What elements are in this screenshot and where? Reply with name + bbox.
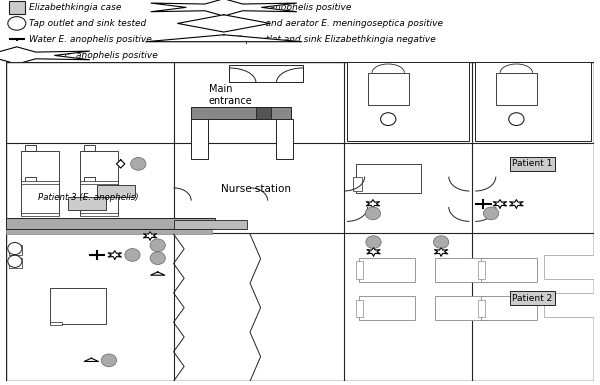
- Bar: [50, 288, 106, 324]
- Text: Water and aerator E. meningoseptica positive: Water and aerator E. meningoseptica posi…: [236, 19, 443, 28]
- Bar: [478, 261, 485, 279]
- Bar: [9, 258, 22, 268]
- Bar: [481, 258, 537, 282]
- Bar: [79, 213, 118, 216]
- Text: Patient 3 (E. anophelis): Patient 3 (E. anophelis): [38, 193, 139, 202]
- Ellipse shape: [150, 239, 166, 252]
- Text: Aerator E. anophelis positive: Aerator E. anophelis positive: [29, 51, 158, 60]
- Polygon shape: [366, 200, 380, 208]
- Bar: [21, 151, 59, 183]
- Text: Nurse station: Nurse station: [221, 184, 291, 194]
- Polygon shape: [84, 358, 98, 362]
- Bar: [84, 145, 95, 151]
- Bar: [277, 119, 293, 159]
- Bar: [79, 151, 118, 183]
- Bar: [97, 185, 136, 198]
- Bar: [359, 258, 415, 282]
- Bar: [191, 119, 208, 159]
- Bar: [6, 218, 215, 229]
- Text: Water E. anophelis positive: Water E. anophelis positive: [29, 35, 152, 44]
- Bar: [68, 198, 106, 210]
- Polygon shape: [178, 15, 270, 32]
- Ellipse shape: [101, 354, 116, 367]
- Text: Sink E. anophelis positive: Sink E. anophelis positive: [236, 3, 351, 12]
- Text: Main
entrance: Main entrance: [209, 84, 253, 106]
- Polygon shape: [146, 35, 302, 42]
- Bar: [173, 221, 247, 229]
- Bar: [544, 255, 600, 279]
- Bar: [21, 213, 59, 216]
- Bar: [9, 245, 22, 255]
- Ellipse shape: [366, 236, 381, 249]
- Ellipse shape: [509, 113, 524, 126]
- Ellipse shape: [8, 255, 22, 268]
- Ellipse shape: [125, 249, 140, 261]
- Bar: [79, 183, 118, 215]
- Bar: [256, 107, 271, 119]
- Bar: [9, 1, 25, 13]
- Bar: [356, 164, 421, 192]
- Bar: [478, 300, 485, 317]
- Bar: [229, 65, 303, 82]
- Bar: [84, 177, 95, 183]
- Ellipse shape: [8, 243, 22, 254]
- Text: Elizabethkingia case: Elizabethkingia case: [29, 3, 121, 12]
- Polygon shape: [116, 160, 125, 168]
- Text: Patient 2: Patient 2: [512, 294, 553, 303]
- Bar: [6, 218, 215, 229]
- Bar: [25, 177, 36, 183]
- Polygon shape: [434, 248, 448, 256]
- Bar: [359, 296, 415, 320]
- Ellipse shape: [365, 207, 380, 220]
- Text: Tap outlet and sink tested: Tap outlet and sink tested: [29, 19, 146, 28]
- Bar: [21, 183, 59, 215]
- Bar: [79, 181, 118, 184]
- Text: Tap outlet and sink Elizabethkingia negative: Tap outlet and sink Elizabethkingia nega…: [236, 35, 436, 44]
- Polygon shape: [108, 251, 121, 259]
- Ellipse shape: [433, 236, 449, 249]
- Polygon shape: [510, 200, 523, 208]
- Ellipse shape: [484, 207, 499, 220]
- Bar: [353, 177, 362, 191]
- Bar: [50, 322, 62, 325]
- Bar: [356, 261, 363, 279]
- Bar: [491, 300, 498, 317]
- Polygon shape: [0, 47, 89, 64]
- Bar: [491, 261, 498, 279]
- Bar: [21, 181, 59, 184]
- Bar: [356, 300, 363, 317]
- Polygon shape: [493, 200, 506, 208]
- Bar: [368, 73, 409, 105]
- Polygon shape: [151, 272, 165, 275]
- Bar: [25, 145, 36, 151]
- Bar: [347, 62, 469, 142]
- Ellipse shape: [380, 113, 396, 126]
- Ellipse shape: [131, 157, 146, 170]
- Bar: [475, 62, 591, 142]
- Polygon shape: [143, 232, 157, 240]
- Polygon shape: [151, 0, 296, 16]
- Bar: [191, 107, 291, 119]
- Bar: [496, 73, 537, 105]
- Bar: [481, 296, 537, 320]
- Polygon shape: [367, 248, 380, 256]
- Ellipse shape: [8, 17, 26, 30]
- Ellipse shape: [150, 252, 166, 264]
- Bar: [435, 258, 491, 282]
- Text: Patient 1: Patient 1: [512, 159, 553, 168]
- Bar: [435, 296, 491, 320]
- Bar: [6, 224, 212, 234]
- Bar: [544, 293, 600, 317]
